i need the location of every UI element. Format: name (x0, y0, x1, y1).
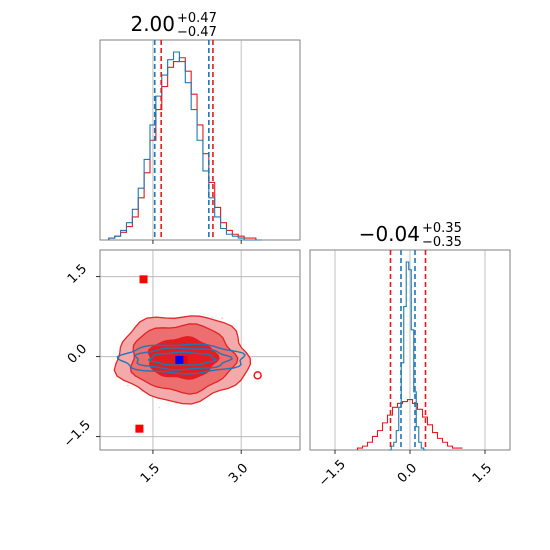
joint-panel: 1.5 3.0 −1.5 0.0 1.5 (61, 249, 301, 486)
marginal-y-panel: −1.5 0.0 1.5 −0.04 +0.35 −0.35 (309, 221, 511, 490)
scatter-point (127, 384, 129, 387)
blue-histogram-series (108, 51, 262, 241)
x-tick-label: 3.0 (226, 461, 251, 486)
blue-contour-level (116, 343, 246, 375)
marginal-x-title-lower: −0.47 (177, 25, 217, 40)
marginal-x-title-value: 2.00 (130, 12, 175, 36)
blue-contour-level (147, 351, 217, 366)
y-tick-label: 1.5 (65, 262, 90, 287)
blue-marker (175, 355, 184, 364)
blue-histogram-series (388, 261, 427, 451)
x-tick-label: 0.0 (395, 461, 420, 486)
red-marker (139, 275, 148, 284)
scatter-point (140, 390, 143, 393)
marginal-x-panel: 2.00 +0.47 −0.47 (99, 11, 301, 244)
red-contour-island (253, 371, 262, 380)
scatter-point (221, 317, 223, 320)
x-tick-label: −1.5 (316, 457, 349, 490)
y-tick-label: −1.5 (61, 418, 94, 451)
marginal-y-title-lower: −0.35 (422, 235, 462, 250)
scatter-point (158, 406, 161, 409)
marginal-x-title-upper: +0.47 (177, 11, 217, 26)
marginal-y-title-upper: +0.35 (422, 221, 462, 236)
x-tick-label: 1.5 (470, 461, 495, 486)
marginal-y-title-value: −0.04 (359, 222, 420, 246)
blue-contour-level (134, 347, 233, 371)
scatter-point (211, 316, 214, 319)
red-marker (179, 355, 188, 364)
x-tick-label: 1.5 (138, 461, 163, 486)
red-marker (135, 424, 144, 433)
y-tick-label: 0.0 (65, 342, 90, 367)
red-histogram-series (356, 399, 463, 450)
